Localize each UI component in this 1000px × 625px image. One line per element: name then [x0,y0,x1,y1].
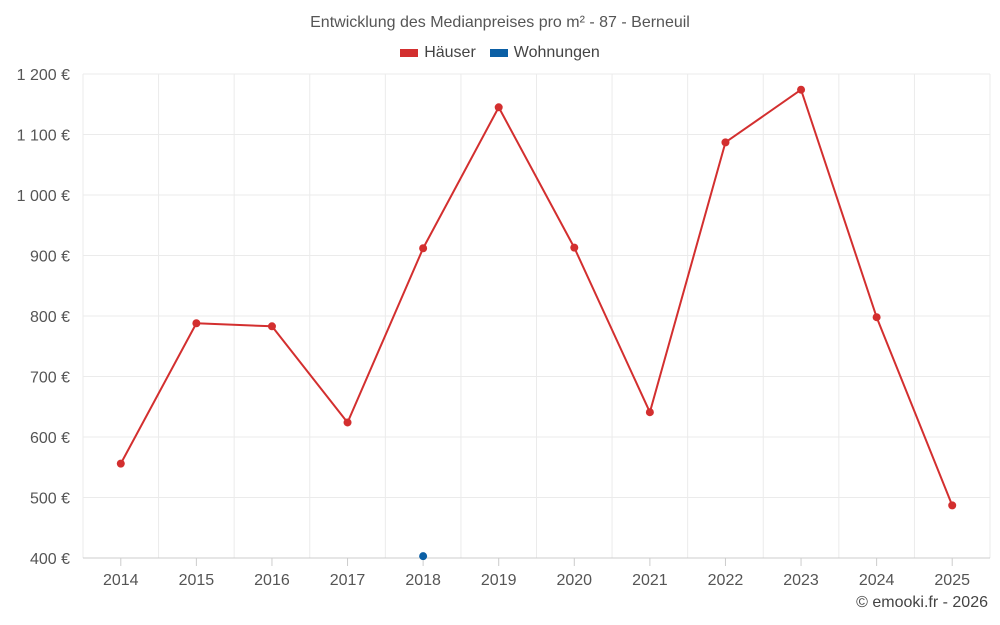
y-tick-label: 900 € [30,249,70,266]
x-tick-label: 2020 [556,572,592,589]
y-tick-label: 1 100 € [17,128,70,145]
legend-label-haeuser: Häuser [424,44,476,61]
x-tick-label: 2015 [179,572,215,589]
legend-item-wohnungen[interactable]: Wohnungen [489,44,600,62]
y-tick-label: 1 200 € [17,67,70,84]
data-point-haeuser [721,138,730,147]
chart-title: Entwicklung des Medianpreises pro m² - 8… [310,14,690,31]
x-tick-label: 2024 [859,572,895,589]
data-point-haeuser [116,459,125,468]
copyright-credit: © emooki.fr - 2026 [856,594,988,611]
data-point-haeuser [419,244,428,253]
data-point-haeuser [192,319,201,328]
data-point-haeuser [872,313,881,322]
legend-swatch-wohnungen [489,49,508,57]
y-tick-label: 600 € [30,430,70,447]
x-tick-label: 2019 [481,572,517,589]
x-tick-label: 2023 [783,572,819,589]
legend-label-wohnungen: Wohnungen [513,44,600,61]
data-point-haeuser [267,322,276,331]
legend-swatch-haeuser [400,49,419,57]
legend-item-haeuser[interactable]: Häuser [400,44,476,62]
chart-legend: Häuser Wohnungen [0,44,1000,62]
series-line-haeuser [119,88,954,506]
data-point-haeuser [645,408,654,417]
data-point-haeuser [797,85,806,94]
x-tick-label: 2025 [934,572,970,589]
x-tick-label: 2022 [708,572,744,589]
data-point-haeuser [343,418,352,427]
data-point-wohnungen [419,552,428,561]
x-tick-label: 2018 [405,572,441,589]
y-tick-label: 400 € [30,551,70,568]
y-tick-label: 500 € [30,491,70,508]
x-tick-label: 2016 [254,572,290,589]
x-tick-label: 2021 [632,572,668,589]
data-point-haeuser [948,501,957,510]
y-tick-label: 700 € [30,370,70,387]
data-point-haeuser [570,243,579,252]
x-tick-label: 2017 [330,572,366,589]
y-tick-label: 800 € [30,309,70,326]
x-tick-label: 2014 [103,572,139,589]
data-point-haeuser [494,103,503,112]
y-tick-label: 1 000 € [17,188,70,205]
